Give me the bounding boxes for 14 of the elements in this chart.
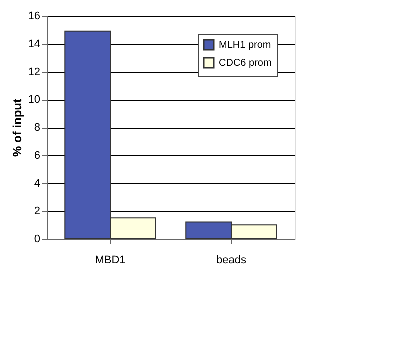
- y-tick-label: 16: [28, 10, 40, 22]
- y-tick-label: 8: [34, 122, 40, 134]
- y-tick-label: 2: [34, 206, 40, 218]
- y-tick-label: 6: [34, 150, 40, 162]
- y-tick-label: 4: [34, 178, 40, 190]
- y-axis-title: % of input: [10, 99, 24, 157]
- x-tick-label: beads: [216, 254, 247, 266]
- y-tick-label: 12: [28, 66, 40, 78]
- x-tick-label: MBD1: [95, 254, 126, 266]
- legend-label: CDC6 prom: [219, 58, 272, 69]
- y-tick-label: 10: [28, 94, 40, 106]
- y-tick-label: 14: [28, 38, 40, 50]
- y-tick-label: 0: [34, 234, 40, 246]
- legend-label: MLH1 prom: [219, 40, 272, 51]
